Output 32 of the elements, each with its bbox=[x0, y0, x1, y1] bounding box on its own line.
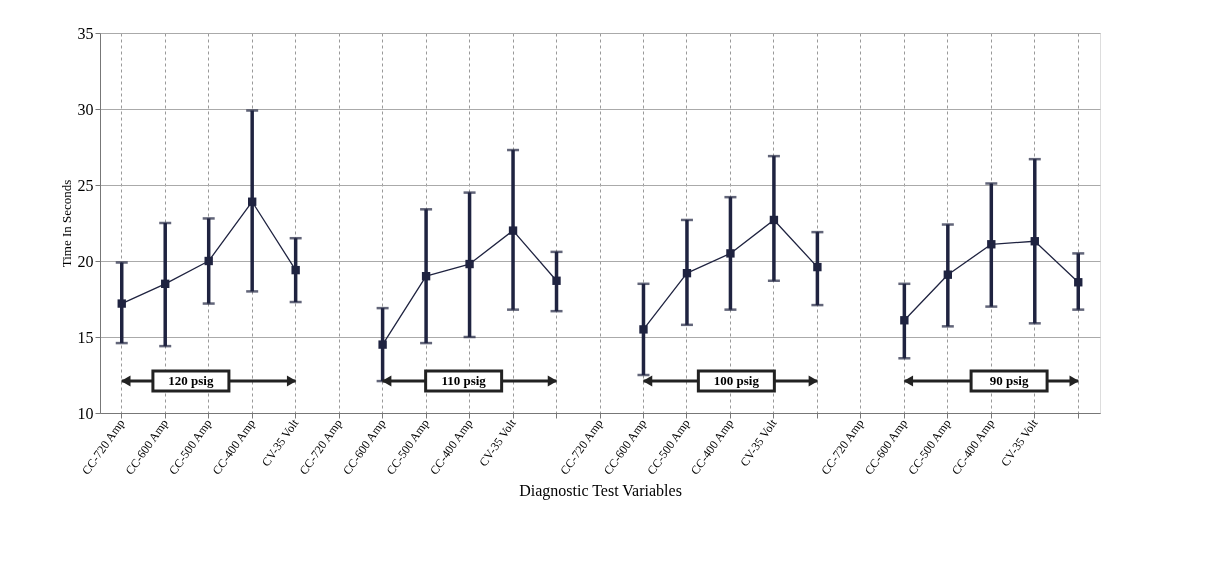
point bbox=[247, 197, 257, 206]
x-axis-title: Diagnostic Test Variables bbox=[519, 482, 682, 501]
point bbox=[639, 325, 648, 334]
y-tick-label: 25 bbox=[77, 176, 94, 194]
y-axis-title: Time In Seconds bbox=[58, 179, 74, 268]
point bbox=[465, 259, 474, 269]
point bbox=[117, 299, 126, 308]
annotation: 120 psig bbox=[168, 373, 214, 388]
point bbox=[987, 240, 996, 249]
point bbox=[1030, 237, 1039, 246]
y-tick-label: 10 bbox=[77, 404, 94, 422]
y-tick-label: 30 bbox=[77, 100, 94, 118]
point bbox=[552, 276, 561, 285]
point bbox=[682, 268, 692, 278]
point bbox=[726, 249, 735, 258]
point bbox=[769, 215, 779, 225]
point bbox=[943, 270, 953, 279]
y-tick-label: 35 bbox=[77, 24, 94, 42]
annotation: 100 psig bbox=[713, 373, 760, 388]
point bbox=[161, 279, 170, 288]
point bbox=[378, 340, 387, 349]
y-tick-label: 15 bbox=[77, 328, 94, 346]
annotation: 90 psig bbox=[989, 373, 1029, 388]
point bbox=[1074, 278, 1083, 287]
point bbox=[900, 316, 909, 325]
point bbox=[204, 256, 213, 266]
point bbox=[291, 265, 300, 275]
point bbox=[813, 262, 822, 272]
annotation: 110 psig bbox=[441, 373, 487, 388]
point bbox=[421, 272, 431, 281]
y-tick-label: 20 bbox=[77, 252, 94, 270]
point bbox=[508, 226, 518, 235]
